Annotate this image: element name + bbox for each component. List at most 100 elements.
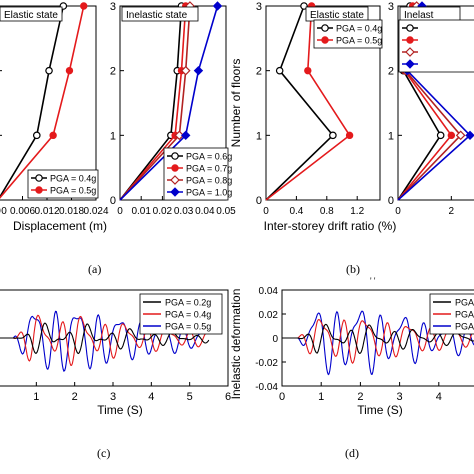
panel-label-c: (c) [97, 446, 111, 460]
x-tick-label: 0.012 [34, 206, 59, 217]
legend-label: PGA = 0.6 [455, 298, 474, 308]
data-point [174, 130, 185, 141]
x-tick-label: 0.8 [320, 206, 334, 217]
y-tick-label: 0.04 [259, 286, 279, 297]
time-chart-0: 1 2 3 4 5 6 PGA = 0.2g PGA = 0.4g PGA = 0.5g Time… [0, 289, 231, 417]
y-tick-label: 1 [110, 130, 116, 142]
data-point [447, 131, 456, 140]
y-tick-label: 3 [256, 1, 262, 13]
y-tick-label: 0 [110, 195, 116, 207]
y-axis-label: Inelastic deformation [229, 289, 243, 400]
annotation-text: Inelastic state [126, 10, 188, 21]
data-point [345, 131, 354, 140]
legend-marker [405, 47, 415, 57]
y-tick-label: 2 [256, 66, 262, 78]
x-tick-label: 3 [110, 391, 116, 403]
legend-marker [321, 24, 329, 32]
annotation-text: Elastic state [4, 10, 58, 21]
y-tick-label: 3 [388, 1, 394, 13]
x-tick-label: 0 [279, 391, 285, 403]
y-tick-label: 3 [110, 1, 116, 13]
y-tick-label: -0.04 [255, 382, 278, 393]
data-point [329, 131, 337, 140]
series-line-2 [119, 5, 191, 201]
state-annotation: Elastic state [0, 6, 63, 22]
legend-label: PGA = 0.7g [186, 164, 232, 174]
state-annotation: Inelast [399, 6, 461, 22]
x-tick-label: 0.4 [289, 206, 303, 217]
legend-marker [406, 36, 414, 44]
state-annotation: Inelastic state [121, 6, 199, 22]
data-point [65, 66, 74, 75]
data-point [80, 2, 88, 10]
stray-mark: ' ' [370, 276, 376, 286]
legend-label: PGA = 0.4g [50, 174, 96, 184]
y-tick-label: 1 [256, 130, 262, 142]
state-annotation: Elastic state [305, 6, 369, 22]
data-point [465, 130, 474, 141]
x-tick-label: 2 [357, 391, 363, 403]
legend-marker [171, 152, 179, 160]
series-line-2 [0, 310, 210, 372]
x-tick-label: 0.006 [10, 206, 35, 217]
series-line-0 [282, 323, 474, 355]
legend-marker [35, 186, 43, 194]
series-line-0 [0, 5, 65, 199]
x-tick-label: 0.024 [83, 206, 108, 217]
x-tick-label: 0 [263, 206, 269, 217]
data-point [32, 131, 41, 140]
legend-label: PGA = 0.7 [455, 310, 474, 320]
x-tick-label: 0.05 [216, 206, 236, 217]
legend-marker [170, 175, 180, 185]
plot-frame [265, 5, 381, 201]
legend [398, 19, 474, 73]
legend-label: PGA = 0.8 [455, 322, 474, 332]
x-axis-label: Displacement (m) [13, 219, 107, 233]
x-tick-label-clipped: 0 [1, 206, 7, 217]
legend-label: PGA = 0.4g [336, 24, 382, 34]
series-line-0 [119, 5, 183, 201]
legend: PGA = 0.2g PGA = 0.4g PGA = 0.5g [139, 293, 223, 335]
data-point [455, 130, 466, 141]
y-tick-label: 0 [272, 334, 278, 345]
y-tick-label: 1 [388, 130, 394, 142]
y-axis-label: Number of floors [229, 59, 243, 148]
data-point [181, 130, 191, 141]
y-tick-label: 2 [388, 66, 394, 78]
legend: PGA = 0.4g PGA = 0.5g [27, 169, 99, 199]
series-line-3 [119, 5, 219, 201]
y-tick-label: -0.02 [255, 358, 278, 369]
plot-frame [397, 5, 474, 201]
x-tick-label: 1 [318, 391, 324, 403]
x-tick-label: 4 [436, 391, 442, 403]
x-tick-label: 2 [449, 206, 455, 217]
x-tick-label: 0 [117, 206, 123, 217]
series-line-1 [0, 314, 209, 366]
data-point [212, 1, 223, 11]
floor-chart-3: 0 1 2 3 0 2 Inelast [388, 1, 474, 217]
series-line-1 [0, 5, 85, 199]
legend-label: PGA = 1.0g [186, 188, 232, 198]
y-tick-label: 0.02 [259, 310, 279, 321]
legend-label: PGA = 0.4g [165, 310, 211, 320]
panel-label-a: (a) [88, 262, 102, 276]
legend-marker [321, 36, 329, 44]
legend-label: PGA = 0.5g [336, 36, 382, 46]
data-point [49, 131, 57, 140]
data-point [300, 2, 308, 10]
x-tick-label: 0.01 [131, 206, 151, 217]
x-axis-label: Time (S) [97, 403, 143, 417]
series-line-1 [282, 318, 474, 365]
x-tick-label: 0 [395, 206, 401, 217]
annotation-box [121, 6, 199, 22]
series-line-1 [265, 5, 351, 201]
data-point [304, 66, 312, 75]
x-axis-label: Inter-storey drift ratio (%) [264, 219, 397, 233]
legend-label: PGA = 0.5g [165, 322, 211, 332]
y-tick-label: 2 [110, 66, 116, 78]
panel-label-d: (d) [345, 446, 359, 460]
x-tick-label: 0.018 [59, 206, 84, 217]
legend-label: PGA = 0.6g [186, 152, 232, 162]
